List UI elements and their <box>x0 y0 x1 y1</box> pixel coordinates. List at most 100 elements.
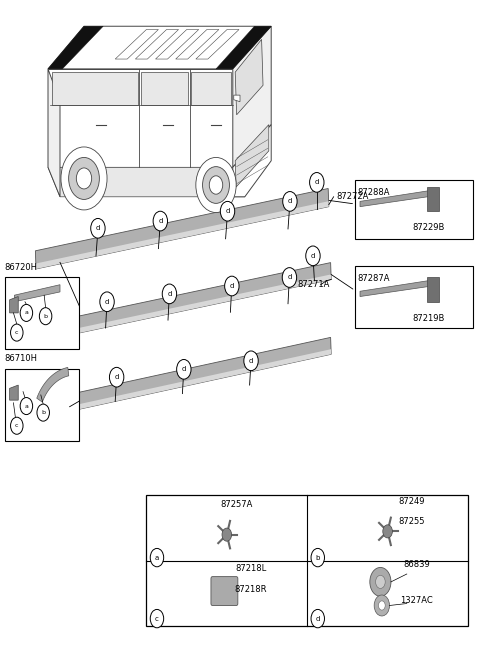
Text: b: b <box>44 314 48 319</box>
Text: 86720H: 86720H <box>5 262 38 272</box>
Circle shape <box>11 324 23 341</box>
Polygon shape <box>10 385 18 400</box>
Polygon shape <box>135 30 179 59</box>
Circle shape <box>209 176 223 194</box>
Polygon shape <box>46 349 331 417</box>
Text: 86839: 86839 <box>403 560 430 569</box>
Circle shape <box>244 351 258 371</box>
Text: a: a <box>155 554 159 561</box>
Text: b: b <box>315 554 320 561</box>
Text: 87257A: 87257A <box>220 500 252 509</box>
Text: d: d <box>288 198 292 205</box>
Circle shape <box>20 304 33 321</box>
FancyBboxPatch shape <box>211 577 238 605</box>
Circle shape <box>20 398 33 415</box>
Text: d: d <box>114 374 119 380</box>
Bar <box>5 277 79 349</box>
Polygon shape <box>235 125 269 187</box>
Circle shape <box>109 367 124 387</box>
Polygon shape <box>234 95 240 102</box>
Text: d: d <box>158 218 163 224</box>
Polygon shape <box>360 280 432 297</box>
Polygon shape <box>156 30 199 59</box>
Polygon shape <box>216 26 271 69</box>
Polygon shape <box>235 39 263 115</box>
Text: d: d <box>225 208 230 215</box>
Polygon shape <box>427 187 439 211</box>
Polygon shape <box>115 30 158 59</box>
Bar <box>141 72 188 105</box>
Circle shape <box>61 147 107 210</box>
Text: d: d <box>287 274 292 281</box>
Text: d: d <box>315 615 320 622</box>
Polygon shape <box>14 285 60 302</box>
Text: 87249: 87249 <box>398 497 425 506</box>
Polygon shape <box>41 274 331 341</box>
Polygon shape <box>48 69 60 197</box>
Circle shape <box>225 276 239 296</box>
Polygon shape <box>48 167 245 197</box>
Circle shape <box>37 404 49 421</box>
Text: d: d <box>311 253 315 259</box>
Text: c: c <box>155 615 159 622</box>
Polygon shape <box>196 30 239 59</box>
Bar <box>355 266 473 328</box>
Circle shape <box>370 567 391 596</box>
Polygon shape <box>48 26 271 69</box>
Text: 87271A: 87271A <box>298 280 330 289</box>
Circle shape <box>11 417 23 434</box>
Text: d: d <box>314 179 319 186</box>
Polygon shape <box>36 201 329 269</box>
Circle shape <box>39 308 52 325</box>
Circle shape <box>153 211 168 231</box>
Polygon shape <box>36 188 329 269</box>
Circle shape <box>76 168 92 189</box>
Circle shape <box>162 284 177 304</box>
Text: 87287A: 87287A <box>358 274 390 283</box>
Circle shape <box>91 218 105 238</box>
Circle shape <box>203 167 229 203</box>
Text: d: d <box>181 366 186 373</box>
Text: 87218R: 87218R <box>235 585 267 594</box>
Circle shape <box>150 609 164 628</box>
Circle shape <box>177 359 191 379</box>
Bar <box>52 72 138 105</box>
Text: 87288A: 87288A <box>358 188 390 197</box>
Text: d: d <box>167 291 172 297</box>
Bar <box>191 72 231 105</box>
Polygon shape <box>233 125 271 197</box>
Text: 87255: 87255 <box>398 517 425 526</box>
Circle shape <box>374 595 390 616</box>
Circle shape <box>69 157 99 199</box>
Text: 87229B: 87229B <box>413 223 445 232</box>
Circle shape <box>283 192 297 211</box>
Circle shape <box>150 548 164 567</box>
Text: d: d <box>96 225 100 232</box>
Polygon shape <box>48 26 103 69</box>
Circle shape <box>222 528 232 541</box>
Text: a: a <box>24 310 28 316</box>
Polygon shape <box>360 190 432 207</box>
Bar <box>355 180 473 239</box>
Text: a: a <box>24 403 28 409</box>
Circle shape <box>306 246 320 266</box>
Circle shape <box>383 525 393 538</box>
Circle shape <box>310 173 324 192</box>
Polygon shape <box>10 297 18 313</box>
Text: 1327AC: 1327AC <box>400 596 433 605</box>
Polygon shape <box>37 367 69 402</box>
Text: 87272A: 87272A <box>336 192 368 201</box>
Polygon shape <box>233 26 271 167</box>
Text: d: d <box>105 298 109 305</box>
Circle shape <box>196 157 236 213</box>
Circle shape <box>376 575 385 588</box>
Polygon shape <box>40 262 331 341</box>
Text: c: c <box>15 423 19 428</box>
Polygon shape <box>176 30 219 59</box>
Bar <box>5 369 79 441</box>
Text: d: d <box>249 358 253 364</box>
Circle shape <box>100 292 114 312</box>
Text: 86710H: 86710H <box>5 354 38 363</box>
Polygon shape <box>45 337 331 417</box>
Text: 87218L: 87218L <box>235 564 266 573</box>
